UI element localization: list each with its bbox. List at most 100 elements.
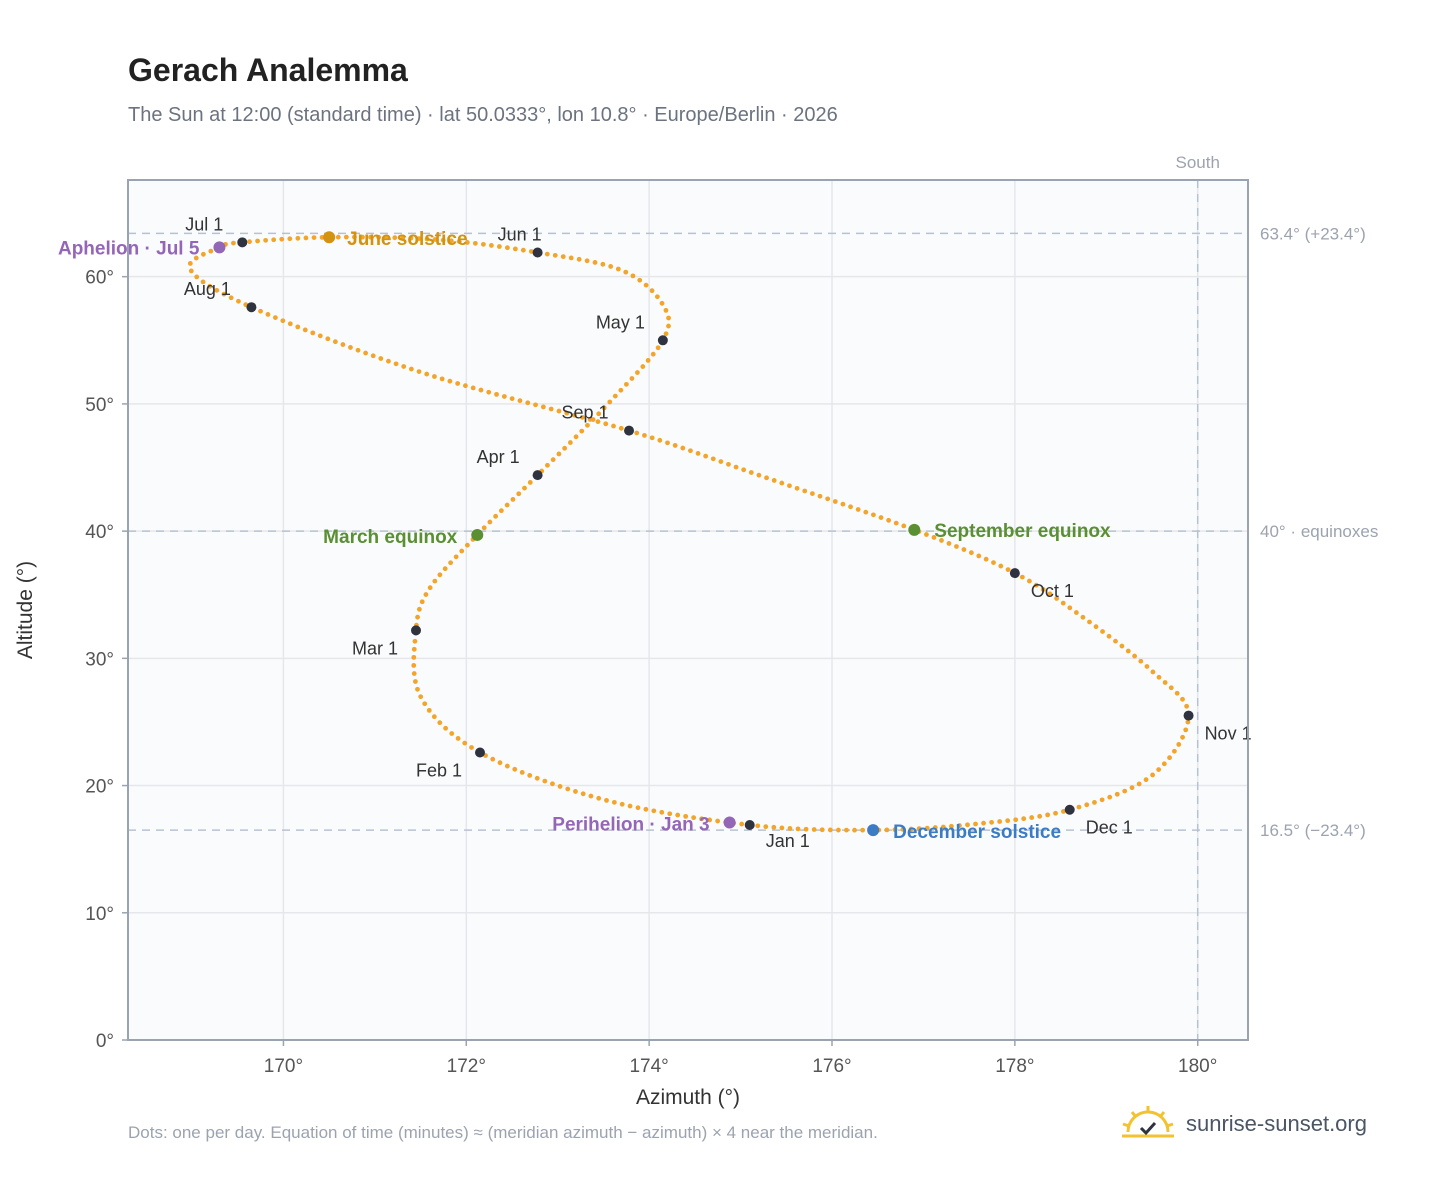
daily-dot [932, 825, 938, 830]
daily-dot [991, 560, 996, 565]
daily-dot [509, 396, 515, 401]
daily-dot [317, 333, 323, 339]
daily-dot [608, 264, 614, 269]
daily-dot [659, 300, 665, 306]
daily-dot [663, 331, 669, 337]
daily-dot [562, 445, 568, 451]
daily-dot [848, 504, 853, 510]
daily-dot [370, 353, 376, 359]
daily-dot [200, 251, 206, 257]
daily-dot [572, 412, 577, 418]
daily-dot [618, 425, 624, 431]
daily-dot [422, 701, 428, 707]
daily-dot [611, 799, 617, 805]
daily-dot [1132, 653, 1137, 659]
y-axis-label: Altitude (°) [14, 561, 37, 659]
daily-dot [411, 646, 417, 652]
y-tick-label: 30° [85, 649, 114, 670]
daily-dot [557, 784, 563, 789]
event-marker [471, 528, 484, 541]
reference-line-label: 16.5° (−23.4°) [1260, 821, 1366, 840]
daily-dot [386, 358, 391, 364]
daily-dot [1113, 638, 1118, 644]
daily-dot [493, 513, 499, 519]
daily-dot [545, 462, 550, 468]
axes: 170° 172° 174° 176° 178° 180° 0° 10° 20° 30° 40° 50… [85, 179, 1249, 1077]
daily-dot [510, 496, 516, 502]
daily-dot [415, 614, 420, 620]
daily-dot [948, 823, 954, 829]
event-label: March equinox [323, 527, 458, 548]
daily-dot [393, 361, 399, 367]
daily-dot [194, 274, 200, 280]
daily-dot [295, 324, 301, 330]
daily-dot [961, 547, 967, 552]
daily-dot [1183, 727, 1189, 733]
daily-dot [447, 378, 453, 384]
event-label: December solstice [893, 822, 1061, 843]
daily-dot [522, 485, 527, 491]
daily-dot [916, 826, 922, 832]
daily-dot [1138, 658, 1144, 664]
daily-dot [459, 548, 465, 554]
daily-dot [1067, 605, 1073, 611]
daily-dot [480, 241, 486, 247]
daily-dot [860, 827, 866, 833]
daily-dot [568, 255, 574, 261]
daily-dot [892, 827, 898, 833]
daily-dot [615, 266, 621, 272]
month-marker [237, 237, 248, 248]
daily-dot [1185, 719, 1191, 725]
daily-dot [272, 315, 278, 321]
daily-dot [1061, 808, 1066, 814]
month-markers: Jan 1 Feb 1 Mar 1 Apr 1 May 1 Jun 1 Jul 1 Aug 1… [184, 214, 1252, 851]
daily-dot [924, 825, 930, 831]
daily-dot [415, 686, 420, 692]
daily-dot [188, 268, 194, 274]
daily-dot [1005, 567, 1011, 573]
x-tick-label: 174° [629, 1056, 668, 1077]
daily-dot [416, 236, 422, 241]
daily-dot [779, 480, 785, 486]
daily-dot [504, 502, 510, 508]
daily-dot [580, 791, 586, 797]
daily-dot [1084, 802, 1090, 808]
daily-dot [412, 638, 418, 644]
daily-dot [1180, 734, 1185, 740]
daily-dot [840, 501, 846, 507]
daily-dot [247, 239, 252, 245]
daily-dot [957, 823, 962, 828]
daily-dot [1013, 817, 1019, 823]
month-label: Apr 1 [477, 447, 520, 467]
brand[interactable]: sunrise-sunset.org [1120, 1100, 1367, 1148]
daily-dot [983, 556, 989, 562]
daily-dot [540, 404, 546, 410]
daily-dot [544, 251, 550, 257]
daily-dot [423, 592, 429, 597]
daily-dot [968, 550, 974, 556]
daily-dot [1156, 767, 1162, 773]
daily-dot [519, 770, 525, 775]
daily-dot [542, 778, 548, 784]
month-label: Nov 1 [1205, 724, 1252, 744]
daily-dot [496, 244, 502, 249]
daily-dot [665, 440, 670, 446]
daily-dot [440, 237, 446, 243]
daily-dot [643, 806, 649, 812]
daily-dot [596, 411, 602, 417]
daily-dot [908, 826, 914, 832]
daily-dot [643, 282, 649, 288]
daily-dot [295, 235, 301, 241]
daily-dot [384, 235, 390, 240]
month-label: Feb 1 [416, 760, 462, 780]
daily-dot [311, 235, 317, 241]
daily-dot [470, 385, 476, 391]
daily-dot [666, 315, 671, 321]
daily-dot [710, 456, 716, 462]
daily-dot [411, 671, 417, 676]
daily-dot [794, 485, 800, 491]
daily-dot [1162, 680, 1168, 685]
daily-dot [596, 795, 602, 801]
daily-dot [726, 461, 731, 467]
x-tick-label: 176° [812, 1056, 851, 1077]
